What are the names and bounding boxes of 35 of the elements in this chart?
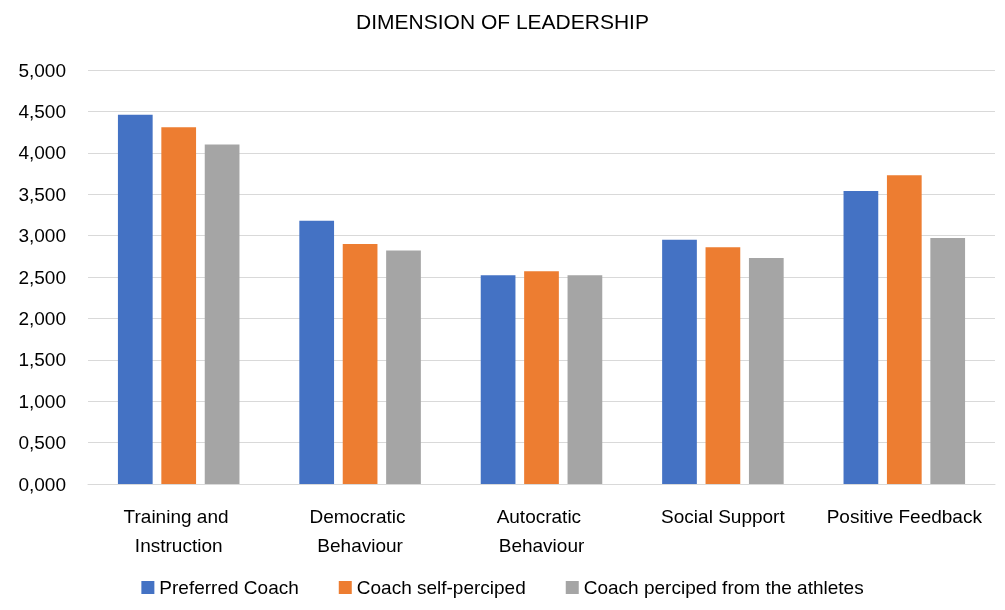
chart-title: DIMENSION OF LEADERSHIP: [356, 10, 649, 33]
bar: [567, 275, 603, 484]
bar: [342, 243, 378, 484]
y-tick-label: 0,500: [18, 432, 66, 454]
bar: [930, 238, 966, 484]
x-tick-label: Positive Feedback: [826, 506, 983, 527]
y-tick-label: 3,500: [18, 183, 66, 205]
bar: [299, 220, 335, 484]
bar: [662, 239, 697, 484]
y-tick-label: 4,000: [18, 142, 66, 164]
legend-label: Preferred Coach: [159, 577, 299, 598]
x-tick-label: Training and Instruction: [123, 506, 234, 556]
y-tick-label: 0,000: [18, 473, 66, 495]
y-tick-label: 2,500: [18, 266, 66, 288]
x-tick-label: Democratic Behaviour: [309, 506, 411, 556]
bar: [204, 144, 240, 484]
bar: [843, 190, 879, 484]
legend-label: Coach self-perciped: [356, 577, 526, 598]
y-tick-label: 3,000: [18, 225, 66, 247]
bar: [117, 114, 153, 484]
y-tick-label: 5,000: [18, 59, 66, 81]
bar: [480, 275, 516, 484]
y-tick-label: 2,000: [18, 307, 66, 329]
bar: [161, 127, 197, 484]
x-tick-label: Social Support: [661, 506, 786, 527]
y-tick-label: 1,500: [18, 349, 66, 371]
bar: [386, 250, 421, 484]
bar: [705, 247, 741, 484]
bar: [748, 257, 784, 484]
bar: [524, 271, 559, 484]
x-tick-label: Autocratic Behaviour: [496, 506, 587, 556]
y-tick-label: 4,500: [18, 100, 66, 122]
legend-label: Coach perciped from the athletes: [583, 577, 864, 598]
y-tick-label: 1,000: [18, 390, 66, 412]
bar: [886, 175, 922, 484]
